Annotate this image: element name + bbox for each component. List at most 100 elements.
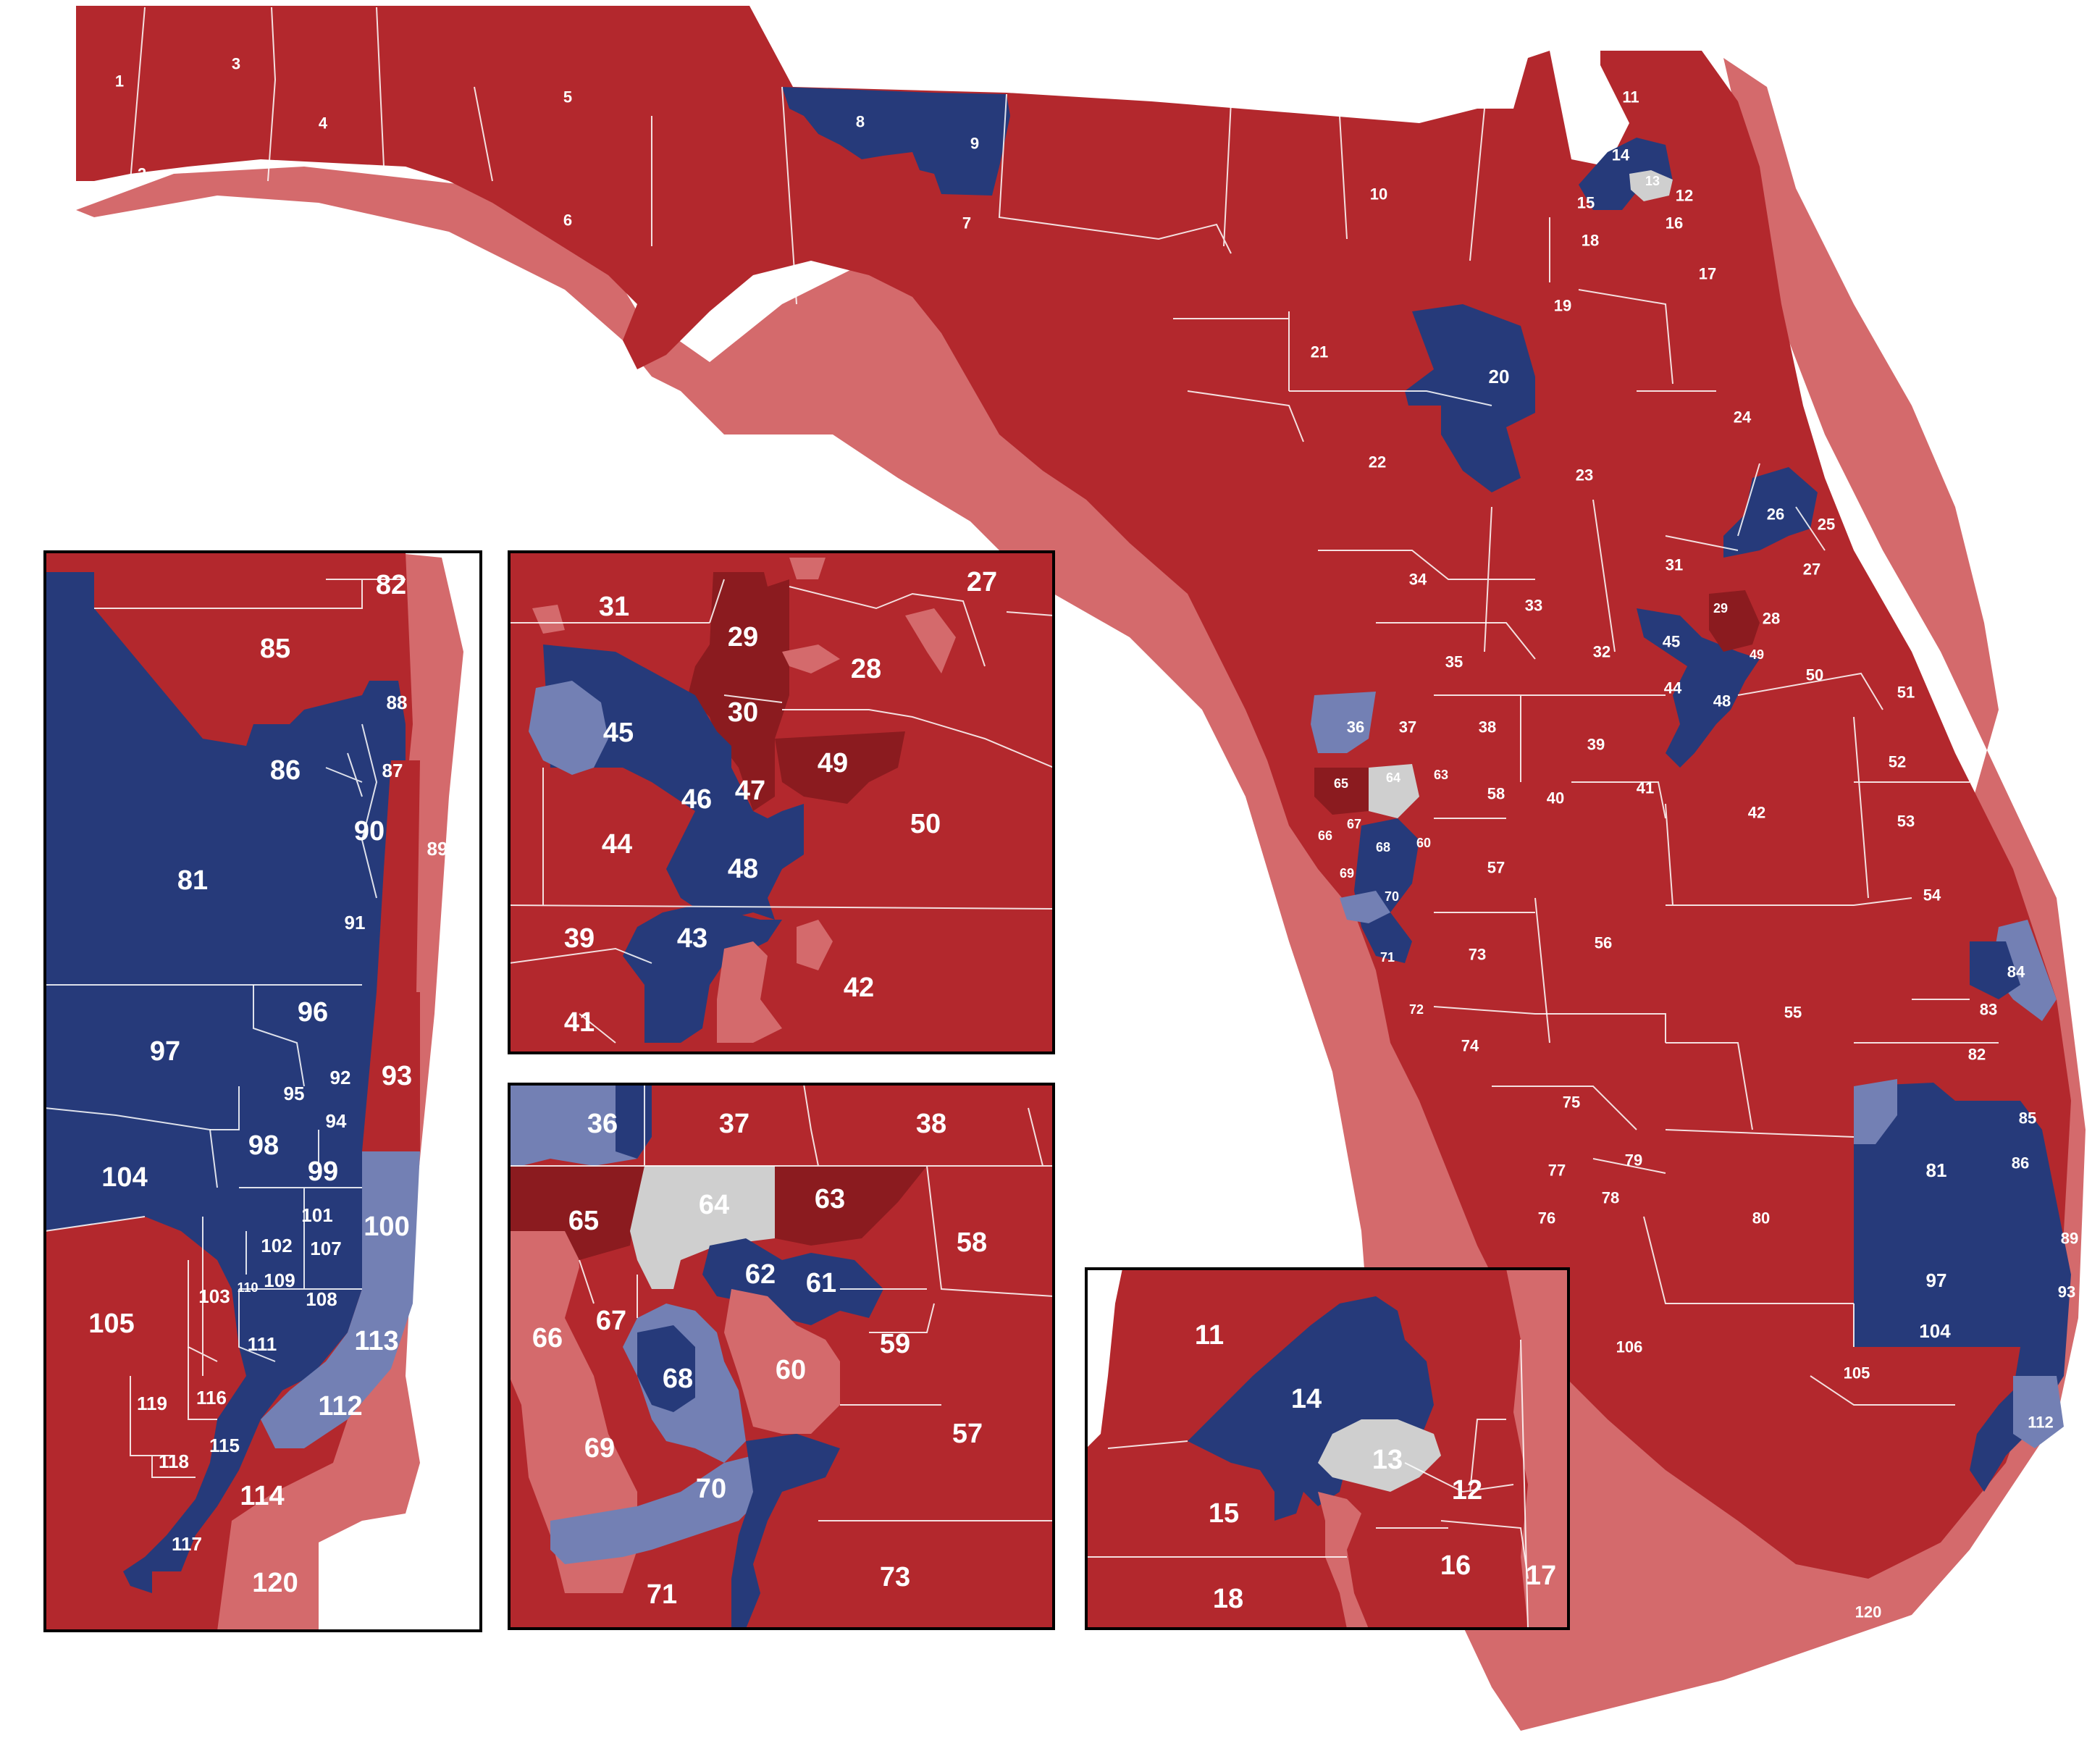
orl-label-45: 45	[603, 718, 634, 748]
label-28: 28	[1763, 610, 1780, 628]
district-29-49-dark	[1709, 590, 1760, 652]
orl-label-39: 39	[564, 923, 595, 954]
orl-label-27: 27	[967, 567, 997, 597]
label-27: 27	[1803, 561, 1820, 579]
se-label-102: 102	[261, 1235, 292, 1256]
label-5: 5	[563, 88, 572, 106]
label-79: 79	[1625, 1151, 1642, 1170]
label-26: 26	[1767, 505, 1784, 524]
se-label-113: 113	[354, 1326, 398, 1356]
label-73: 73	[1469, 946, 1486, 964]
se-label-103: 103	[198, 1285, 230, 1307]
label-104: 104	[1919, 1320, 1951, 1342]
tpa-label-66: 66	[532, 1323, 563, 1353]
inset-orlando-frame	[508, 550, 1055, 1054]
tpa-label-36: 36	[587, 1109, 618, 1139]
se-label-93: 93	[382, 1061, 412, 1091]
label-74: 74	[1461, 1037, 1479, 1055]
label-50: 50	[1806, 666, 1823, 684]
se-label-97: 97	[150, 1036, 180, 1067]
label-120: 120	[1855, 1603, 1882, 1621]
district-70-dem-light	[1340, 891, 1390, 923]
tpa-label-37: 37	[719, 1109, 749, 1139]
se-label-87: 87	[382, 760, 403, 781]
label-44: 44	[1664, 679, 1682, 697]
orl-label-44: 44	[602, 829, 632, 860]
label-70: 70	[1385, 889, 1399, 904]
inset-southeast-labels: 82 85 88 86 87 90 89 81 91 96 97 92 95 9…	[88, 570, 448, 1598]
label-48: 48	[1713, 692, 1731, 710]
orl-label-49: 49	[818, 748, 848, 778]
label-41: 41	[1637, 779, 1654, 797]
jax-label-15: 15	[1209, 1498, 1239, 1529]
label-11: 11	[1622, 88, 1639, 106]
state-landmass	[76, 6, 2071, 1579]
label-85: 85	[2019, 1109, 2036, 1128]
jax-label-17: 17	[1526, 1561, 1556, 1591]
se-label-91: 91	[345, 912, 366, 933]
district-26-dem	[1723, 467, 1818, 558]
label-10: 10	[1370, 185, 1387, 203]
label-82: 82	[1968, 1046, 1986, 1064]
orl-label-31: 31	[599, 592, 629, 622]
label-112: 112	[2028, 1414, 2054, 1432]
label-4: 4	[319, 114, 328, 133]
se-label-108: 108	[306, 1288, 337, 1310]
district-8-9-dem	[782, 87, 1010, 196]
orl-label-30: 30	[728, 697, 758, 728]
jax-label-14: 14	[1291, 1384, 1322, 1414]
label-42: 42	[1748, 804, 1765, 822]
label-13: 13	[1645, 174, 1660, 188]
label-17: 17	[1699, 265, 1716, 283]
label-106: 106	[1616, 1338, 1643, 1356]
tpa-label-71: 71	[647, 1579, 677, 1610]
label-18: 18	[1582, 232, 1599, 250]
label-89: 89	[2061, 1230, 2078, 1248]
label-16: 16	[1666, 214, 1683, 232]
label-77: 77	[1548, 1162, 1566, 1180]
se-label-116: 116	[196, 1387, 227, 1409]
district-68-70-dem	[1354, 818, 1419, 963]
label-7: 7	[962, 214, 971, 232]
label-12: 12	[1676, 187, 1693, 205]
label-37: 37	[1399, 718, 1416, 736]
orl-label-28: 28	[851, 654, 881, 684]
label-72: 72	[1409, 1002, 1424, 1017]
label-29: 29	[1713, 601, 1728, 616]
label-80: 80	[1752, 1209, 1770, 1227]
inset-orlando-labels: 31 29 27 28 30 45 49 46 47 44 50 48 39 4…	[564, 567, 997, 1038]
district-84-dem	[1970, 941, 2020, 999]
orl-label-43: 43	[677, 923, 707, 954]
orl-label-29: 29	[728, 622, 758, 652]
orl-label-50: 50	[910, 809, 941, 839]
se-label-92: 92	[330, 1067, 351, 1088]
se-label-88: 88	[387, 692, 408, 713]
se-label-110: 110	[237, 1280, 258, 1295]
label-6: 6	[563, 211, 572, 230]
se-label-96: 96	[298, 997, 328, 1028]
se-label-104: 104	[101, 1162, 147, 1193]
label-65: 65	[1334, 776, 1348, 791]
tpa-label-60: 60	[776, 1355, 806, 1385]
jax-label-16: 16	[1440, 1550, 1471, 1581]
se-label-81: 81	[177, 865, 208, 896]
tpa-label-59: 59	[880, 1329, 910, 1359]
label-71: 71	[1380, 950, 1395, 965]
jax-label-12: 12	[1452, 1475, 1482, 1506]
label-66: 66	[1318, 828, 1332, 843]
tpa-label-62: 62	[745, 1259, 776, 1290]
orl-label-41: 41	[564, 1007, 595, 1038]
label-32: 32	[1593, 643, 1610, 661]
label-9: 9	[970, 135, 979, 153]
se-label-85: 85	[260, 634, 290, 664]
orl-label-48: 48	[728, 854, 758, 884]
label-8: 8	[856, 113, 865, 131]
se-label-118: 118	[159, 1451, 189, 1472]
label-3: 3	[232, 55, 240, 73]
se-label-111: 111	[248, 1333, 277, 1355]
label-35: 35	[1445, 653, 1463, 671]
tpa-label-65: 65	[568, 1206, 599, 1236]
se-label-117: 117	[172, 1533, 202, 1555]
label-25: 25	[1818, 516, 1835, 534]
label-23: 23	[1576, 466, 1593, 484]
